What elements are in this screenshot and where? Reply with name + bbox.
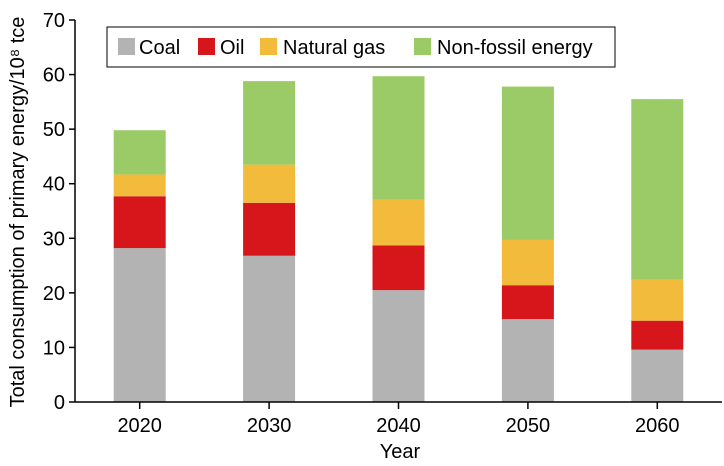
x-tick-label: 2030 — [247, 415, 292, 437]
x-tick-label: 2060 — [635, 415, 680, 437]
bar-2020-natural-gas — [113, 174, 166, 197]
bar-2020-coal — [113, 248, 166, 402]
bar-2050-coal — [501, 319, 554, 402]
legend-label-natural-gas: Natural gas — [283, 37, 385, 59]
bar-2040-non-fossil-energy — [372, 76, 425, 199]
legend-swatch-coal — [118, 38, 135, 55]
legend-box — [106, 26, 616, 68]
y-tick-label: 50 — [43, 119, 65, 141]
y-tick-label: 70 — [43, 10, 65, 32]
y-tick-label: 30 — [43, 228, 65, 250]
bar-2050-non-fossil-energy — [501, 86, 554, 240]
bar-2030-natural-gas — [243, 164, 296, 203]
legend: Coal Oil Natural gas Non-fossil energy — [106, 26, 616, 68]
legend-label-coal: Coal — [139, 37, 180, 59]
bar-2030-non-fossil-energy — [243, 81, 296, 165]
y-tick-label: 40 — [43, 174, 65, 196]
bar-2020-oil — [113, 196, 166, 249]
bar-2060-coal — [631, 349, 684, 402]
x-tick-label: 2040 — [376, 415, 421, 437]
x-tick-label: 2050 — [506, 415, 551, 437]
bar-2060-natural-gas — [631, 279, 684, 321]
legend-swatch-non-fossil-energy — [414, 38, 431, 55]
bar-2050-natural-gas — [501, 239, 554, 286]
legend-swatch-natural-gas — [260, 38, 277, 55]
y-tick-label: 20 — [43, 283, 65, 305]
legend-label-non-fossil-energy: Non-fossil energy — [437, 37, 593, 59]
x-tick-label: 2020 — [117, 415, 162, 437]
bar-2030-coal — [243, 255, 296, 402]
bar-2060-oil — [631, 320, 684, 350]
y-tick-label: 10 — [43, 337, 65, 359]
bar-2040-oil — [372, 245, 425, 291]
y-axis-title: Total consumption of primary energy/10⁸ … — [7, 17, 29, 408]
bar-2030-oil — [243, 202, 296, 256]
bar-2050-oil — [501, 285, 554, 320]
x-axis-title: Year — [380, 441, 421, 463]
bar-2040-coal — [372, 290, 425, 402]
legend-label-oil: Oil — [220, 37, 244, 59]
y-tick-label: 60 — [43, 65, 65, 87]
bar-2040-natural-gas — [372, 198, 425, 246]
y-tick-label: 0 — [54, 392, 65, 414]
bar-2060-non-fossil-energy — [631, 99, 684, 280]
bar-2020-non-fossil-energy — [113, 130, 166, 175]
legend-swatch-oil — [198, 38, 215, 55]
